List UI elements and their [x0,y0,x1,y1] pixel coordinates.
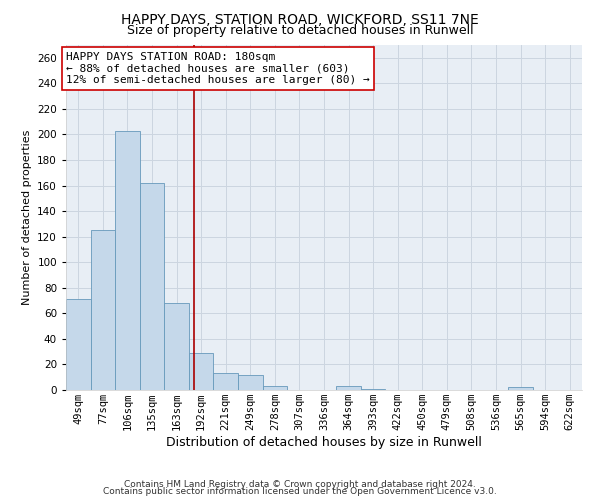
Bar [164,303,189,390]
Bar [238,374,263,390]
Bar [214,374,238,390]
X-axis label: Distribution of detached houses by size in Runwell: Distribution of detached houses by size … [166,436,482,449]
Bar [189,353,214,390]
Bar [140,183,164,390]
Bar [91,230,115,390]
Bar [361,388,385,390]
Bar [508,388,533,390]
Bar [336,386,361,390]
Y-axis label: Number of detached properties: Number of detached properties [22,130,32,305]
Text: HAPPY DAYS STATION ROAD: 180sqm
← 88% of detached houses are smaller (603)
12% o: HAPPY DAYS STATION ROAD: 180sqm ← 88% of… [66,52,370,85]
Bar [66,300,91,390]
Text: HAPPY DAYS, STATION ROAD, WICKFORD, SS11 7NE: HAPPY DAYS, STATION ROAD, WICKFORD, SS11… [121,12,479,26]
Bar [115,130,140,390]
Text: Contains HM Land Registry data © Crown copyright and database right 2024.: Contains HM Land Registry data © Crown c… [124,480,476,489]
Bar [263,386,287,390]
Text: Contains public sector information licensed under the Open Government Licence v3: Contains public sector information licen… [103,488,497,496]
Text: Size of property relative to detached houses in Runwell: Size of property relative to detached ho… [127,24,473,37]
